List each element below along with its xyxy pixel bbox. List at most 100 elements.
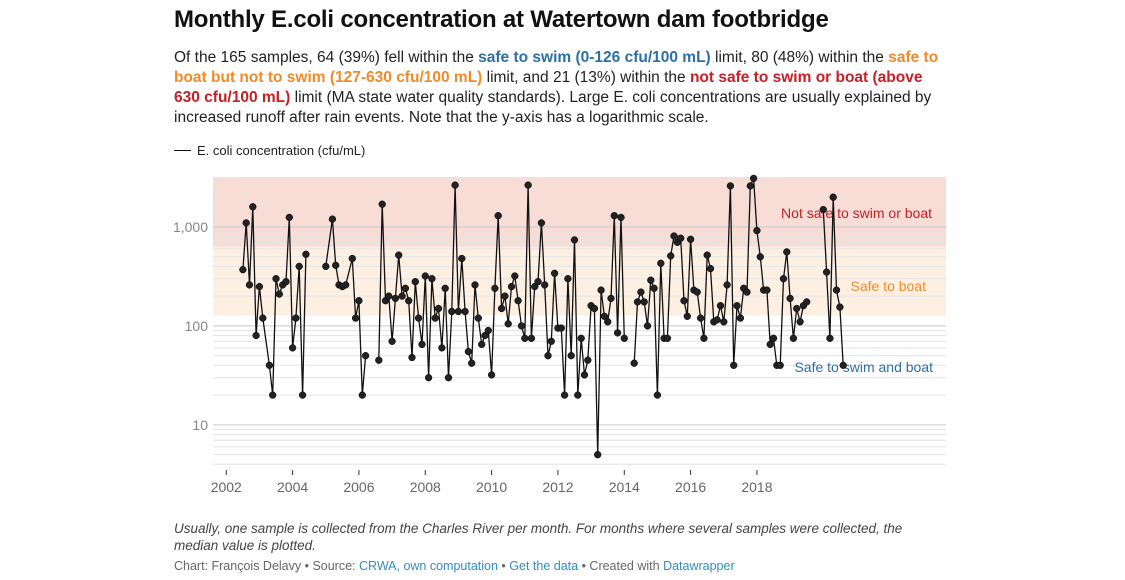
chart-credits: Chart: François Delavy • Source: CRWA, o… <box>174 559 735 573</box>
data-point <box>594 451 602 459</box>
data-point <box>604 318 612 326</box>
data-point <box>706 264 715 273</box>
safe-swim-highlight: safe to swim (0-126 cfu/100 mL) <box>478 49 711 66</box>
data-point <box>461 307 469 316</box>
data-point <box>458 254 466 263</box>
data-point <box>720 318 728 326</box>
data-point <box>696 314 705 322</box>
data-point <box>550 269 559 277</box>
data-point <box>713 316 721 324</box>
description-text-3: limit, and 21 (13%) within the <box>482 69 690 86</box>
data-point <box>597 286 605 294</box>
data-point <box>630 359 638 367</box>
data-point <box>736 314 745 322</box>
data-point <box>414 314 423 322</box>
x-tick-label: 2018 <box>741 479 772 495</box>
data-point <box>249 203 257 211</box>
data-point <box>242 219 250 227</box>
zone-label-not-safe: Not safe to swim or boat <box>781 205 932 221</box>
data-point <box>680 297 688 305</box>
data-point <box>541 281 549 289</box>
data-point <box>803 298 811 306</box>
data-point <box>444 374 453 382</box>
description-text-2: limit, 80 (48%) within the <box>710 49 889 66</box>
data-point <box>547 337 555 345</box>
source-link[interactable]: CRWA, own computation <box>359 559 498 573</box>
data-point <box>733 302 741 310</box>
data-point <box>282 278 290 286</box>
data-point <box>487 371 496 379</box>
data-point <box>252 331 260 340</box>
data-point <box>295 262 303 271</box>
data-point <box>756 253 764 261</box>
data-point <box>560 391 569 399</box>
data-point <box>693 288 701 296</box>
data-point <box>657 259 665 267</box>
data-point <box>783 248 791 256</box>
credits-separator: • <box>497 559 510 573</box>
data-point <box>355 297 363 305</box>
data-point <box>405 297 413 305</box>
data-point <box>590 304 599 313</box>
data-point <box>302 250 310 258</box>
data-point <box>726 182 735 190</box>
data-point <box>292 314 300 322</box>
y-axis: 10 100 1,000 <box>173 219 208 433</box>
data-point <box>822 268 831 276</box>
data-point <box>438 344 446 352</box>
chart-note: Usually, one sample is collected from th… <box>174 521 903 553</box>
x-tick-label: 2012 <box>542 479 573 495</box>
data-point <box>653 391 662 399</box>
data-point <box>428 275 436 283</box>
data-point <box>796 318 804 326</box>
data-point <box>401 284 410 292</box>
description-text-1: Of the 165 samples, 64 (39%) fell within… <box>174 49 479 66</box>
data-point <box>613 329 622 337</box>
data-point <box>468 359 476 367</box>
data-point <box>763 286 771 294</box>
data-point <box>322 262 330 271</box>
credits-prefix: Chart: François Delavy • Source: <box>174 559 359 573</box>
data-point <box>677 234 685 242</box>
data-point <box>826 334 834 342</box>
datawrapper-link[interactable]: Datawrapper <box>663 559 735 573</box>
data-point <box>451 181 459 189</box>
data-point <box>514 297 522 305</box>
data-point <box>424 374 433 382</box>
data-point <box>610 212 618 220</box>
data-point <box>650 284 658 292</box>
data-point <box>537 219 546 227</box>
data-point <box>385 292 393 300</box>
data-point <box>524 181 532 189</box>
data-point <box>730 361 738 369</box>
data-point <box>753 226 761 235</box>
data-point <box>703 251 711 259</box>
data-point <box>481 331 489 340</box>
y-tick-label: 10 <box>192 417 208 433</box>
data-point <box>434 304 443 313</box>
data-point <box>564 275 572 283</box>
get-data-link[interactable]: Get the data <box>509 559 579 573</box>
data-point <box>749 174 758 183</box>
x-tick-label: 2008 <box>410 479 441 495</box>
data-point <box>683 312 691 320</box>
data-point <box>441 284 449 292</box>
description-text-4: limit (MA state water quality standards)… <box>174 89 932 126</box>
data-point <box>527 334 536 342</box>
data-point <box>766 340 774 349</box>
data-point <box>836 303 844 311</box>
zone-label-safe-swim: Safe to swim and boat <box>794 359 933 375</box>
data-point <box>617 213 625 222</box>
data-point <box>570 236 579 244</box>
data-point <box>663 334 672 342</box>
data-point <box>700 334 708 342</box>
data-point <box>375 356 383 364</box>
data-point <box>348 254 356 263</box>
data-point <box>839 361 847 369</box>
chart-description: Of the 165 samples, 64 (39%) fell within… <box>174 48 952 128</box>
data-point <box>600 312 609 320</box>
data-point <box>534 278 542 286</box>
safe-boat-highlight: safe to boat but not to swim (127-630 cf… <box>174 49 939 86</box>
chart-title: Monthly E.coli concentration at Watertow… <box>174 6 829 33</box>
data-point <box>723 281 731 289</box>
